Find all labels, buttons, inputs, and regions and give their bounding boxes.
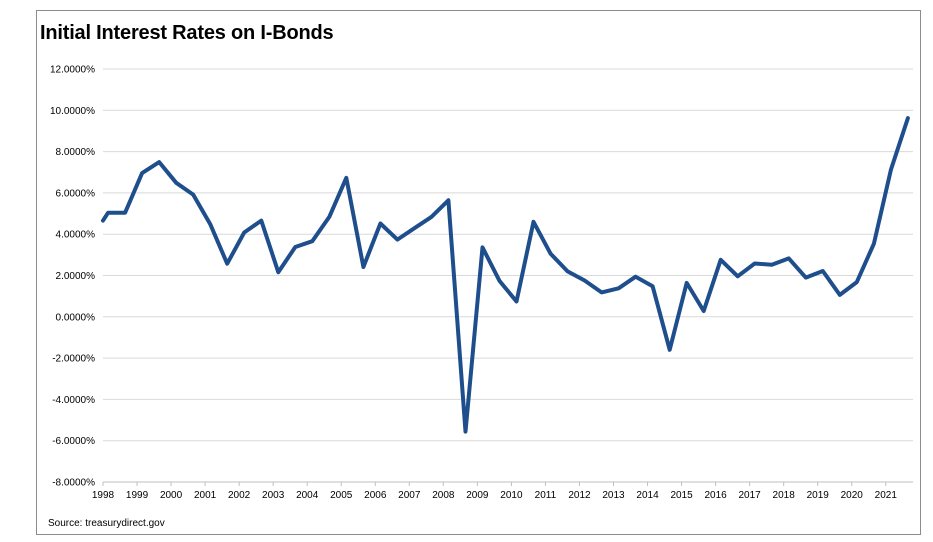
series-line [101, 116, 910, 434]
y-tick-label: -8.0000% [52, 478, 95, 489]
x-tick-label: 2011 [535, 490, 557, 501]
data-point [719, 258, 722, 262]
data-point [226, 262, 229, 265]
data-point [379, 222, 382, 225]
data-point [753, 262, 756, 265]
data-point [821, 269, 825, 273]
data-point [532, 220, 535, 224]
data-point [566, 270, 569, 273]
x-tick-label: 2021 [875, 490, 898, 501]
data-point [106, 211, 110, 214]
data-point [515, 300, 518, 303]
x-tick-label: 2008 [432, 490, 455, 501]
y-tick-label: 6.0000% [56, 188, 96, 199]
data-point [260, 219, 263, 222]
data-point [209, 222, 212, 226]
x-tick-label: 2007 [398, 490, 421, 501]
data-point [617, 287, 620, 290]
gridlines [103, 68, 913, 483]
data-point [838, 293, 842, 297]
x-tick-label: 2005 [330, 490, 353, 501]
y-tick-label: -4.0000% [52, 395, 95, 406]
data-point [294, 245, 297, 249]
data-point [804, 276, 807, 279]
x-tick-label: 2001 [194, 490, 217, 501]
x-tick-label: 2016 [704, 490, 727, 501]
data-point [157, 160, 161, 164]
data-point [634, 275, 637, 278]
data-point [191, 193, 195, 196]
data-point [549, 252, 552, 255]
x-tick-label: 2015 [670, 490, 693, 501]
data-point [600, 291, 603, 294]
data-point [430, 215, 433, 219]
source-note: Source: treasurydirect.gov [48, 518, 165, 529]
y-tick-label: 12.0000% [50, 65, 95, 76]
data-point [328, 215, 331, 219]
data-point [140, 171, 144, 175]
series-layer [101, 116, 910, 434]
data-point [855, 280, 859, 284]
x-tick-label: 2017 [739, 490, 762, 501]
data-point [123, 211, 127, 214]
y-tick-label: 4.0000% [56, 230, 96, 241]
x-tick-label: 1999 [126, 490, 149, 501]
data-point [872, 242, 876, 245]
y-tick-label: 0.0000% [56, 312, 96, 323]
data-point [174, 181, 178, 184]
y-tick-label: 10.0000% [50, 106, 95, 117]
chart-title: Initial Interest Rates on I-Bonds [40, 22, 334, 44]
x-tick-label: 2019 [807, 490, 830, 501]
data-point [498, 279, 501, 283]
x-tick-label: 2014 [636, 490, 659, 501]
x-tick-labels: 1998 1999 2000 2001 2002 2003 2004 2005 2006 2007… [92, 490, 897, 501]
x-tick-label: 2013 [602, 490, 625, 501]
data-point [413, 227, 416, 230]
y-tick-label: 8.0000% [56, 147, 96, 158]
x-tick-label: 2003 [262, 490, 285, 501]
x-tick-label: 2012 [568, 490, 591, 501]
data-point [770, 263, 773, 266]
x-tick-label: 2006 [364, 490, 387, 501]
x-tick-label: 2004 [296, 490, 319, 501]
x-tick-label: 2002 [228, 490, 251, 501]
data-point [481, 246, 484, 249]
x-axis [102, 481, 913, 486]
data-point [277, 270, 280, 274]
y-tick-labels: 12.0000% 10.0000% 8.0000% 6.0000% 4.0000% 2.0… [50, 65, 95, 489]
data-point [651, 285, 654, 288]
data-point [787, 257, 790, 260]
data-point [889, 168, 893, 171]
data-point [345, 176, 348, 180]
x-tick-label: 2010 [500, 490, 523, 501]
data-point [311, 240, 314, 243]
x-tick-label: 2009 [466, 490, 489, 501]
data-point [685, 281, 688, 285]
data-point [736, 275, 739, 278]
data-point [702, 309, 705, 313]
data-point [362, 265, 365, 269]
x-tick-label: 2000 [160, 490, 183, 501]
data-point [396, 238, 399, 241]
x-tick-label: 2018 [773, 490, 796, 501]
data-point [668, 348, 671, 352]
data-point [906, 116, 910, 120]
data-point [583, 279, 586, 282]
y-tick-label: -6.0000% [52, 436, 95, 447]
data-point [447, 199, 450, 202]
x-tick-label: 2020 [841, 490, 864, 501]
data-point [464, 430, 467, 433]
x-tick-label: 1998 [92, 490, 115, 501]
data-point [101, 219, 105, 222]
data-point [243, 231, 246, 234]
y-tick-label: 2.0000% [56, 271, 96, 282]
y-tick-label: -2.0000% [52, 354, 95, 365]
